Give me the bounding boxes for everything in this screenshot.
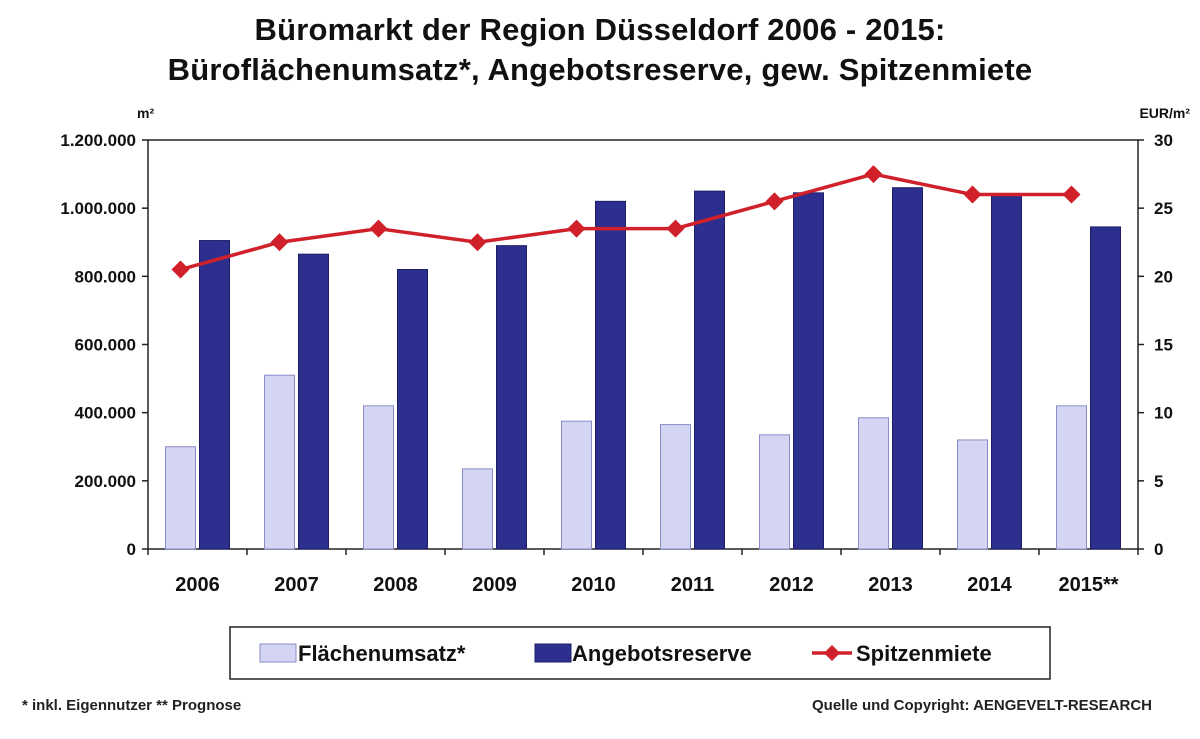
bar-flaechenumsatz	[363, 405, 394, 550]
bar-angebotsreserve	[199, 240, 230, 550]
bar-angebotsreserve	[1090, 226, 1121, 550]
x-tick-label: 2008	[373, 574, 418, 596]
bar-flaechenumsatz	[957, 439, 988, 550]
y-right-tick-label: 10	[1154, 404, 1173, 423]
point-spitzenmiete	[1062, 185, 1081, 204]
x-tick-label: 2014	[967, 574, 1012, 596]
x-tick-label: 2011	[671, 574, 714, 596]
y-left-tick-label: 0	[127, 540, 136, 559]
bar-angebotsreserve	[595, 200, 626, 550]
y-right-tick-label: 15	[1154, 336, 1173, 355]
y-left-tick-label: 1.000.000	[60, 199, 136, 218]
chart-subtitle: Büroflächenumsatz*, Angebotsreserve, gew…	[167, 52, 1033, 87]
y-right-tick-label: 20	[1154, 267, 1173, 286]
point-spitzenmiete	[864, 165, 883, 184]
y-left-tick-label: 800.000	[75, 267, 136, 286]
bar-flaechenumsatz	[858, 417, 889, 550]
legend-label-flaechenumsatz: Flächenumsatz*	[298, 641, 466, 666]
y-left-tick-label: 600.000	[75, 336, 136, 355]
bar-flaechenumsatz	[264, 374, 295, 550]
y-right-unit-label: EUR/m²	[1139, 105, 1190, 121]
point-spitzenmiete	[765, 192, 784, 211]
x-tick-label: 2015**	[1058, 574, 1118, 596]
y-left-unit-label: m²	[137, 105, 154, 121]
bar-flaechenumsatz	[462, 468, 493, 550]
line-spitzenmiete	[180, 172, 1072, 272]
bar-angebotsreserve	[397, 269, 428, 550]
y-right-tick-label: 0	[1154, 540, 1163, 559]
bar-flaechenumsatz	[165, 446, 196, 550]
bar-angebotsreserve	[694, 190, 725, 550]
bar-flaechenumsatz	[759, 434, 790, 550]
y-left-tick-label: 200.000	[75, 472, 136, 491]
bar-angebotsreserve	[793, 192, 824, 550]
y-left-tick-label: 1.200.000	[60, 131, 136, 150]
bar-angebotsreserve	[991, 194, 1022, 550]
x-tick-label: 2006	[175, 574, 220, 596]
point-spitzenmiete	[468, 233, 487, 252]
source-note: Quelle und Copyright: AENGEVELT-RESEARCH	[811, 697, 1152, 714]
point-spitzenmiete	[963, 185, 982, 204]
legend-swatch-flaechenumsatz	[259, 643, 297, 663]
x-tick-label: 2009	[472, 574, 517, 596]
bar-angebotsreserve	[496, 245, 527, 550]
bar-angebotsreserve	[892, 187, 923, 550]
bar-flaechenumsatz	[561, 420, 592, 550]
bar-flaechenumsatz	[1056, 405, 1087, 550]
bar-flaechenumsatz	[660, 424, 691, 550]
point-spitzenmiete	[270, 233, 289, 252]
x-tick-label: 2012	[769, 574, 814, 596]
x-tick-label: 2007	[274, 574, 319, 596]
legend-label-angebotsreserve: Angebotsreserve	[572, 641, 752, 666]
plot-frame	[147, 139, 1139, 550]
y-right-tick-label: 5	[1154, 472, 1163, 491]
legend-label-spitzenmiete: Spitzenmiete	[856, 641, 992, 666]
y-right-tick-label: 30	[1154, 131, 1173, 150]
x-tick-label: 2010	[571, 574, 616, 596]
y-left-tick-label: 400.000	[75, 404, 136, 423]
point-spitzenmiete	[369, 219, 388, 238]
legend-swatch-spitzenmiete-marker	[824, 645, 840, 661]
bar-angebotsreserve	[298, 253, 329, 550]
footnote: * inkl. Eigennutzer ** Prognose	[22, 697, 242, 714]
x-tick-label: 2013	[868, 574, 913, 596]
point-spitzenmiete	[567, 219, 586, 238]
legend-swatch-angebotsreserve	[534, 643, 572, 663]
y-right-tick-label: 25	[1154, 199, 1173, 218]
point-spitzenmiete	[171, 260, 190, 279]
legend-box	[229, 626, 1051, 680]
point-spitzenmiete	[666, 219, 685, 238]
chart-title: Büromarkt der Region Düsseldorf 2006 - 2…	[254, 12, 946, 47]
